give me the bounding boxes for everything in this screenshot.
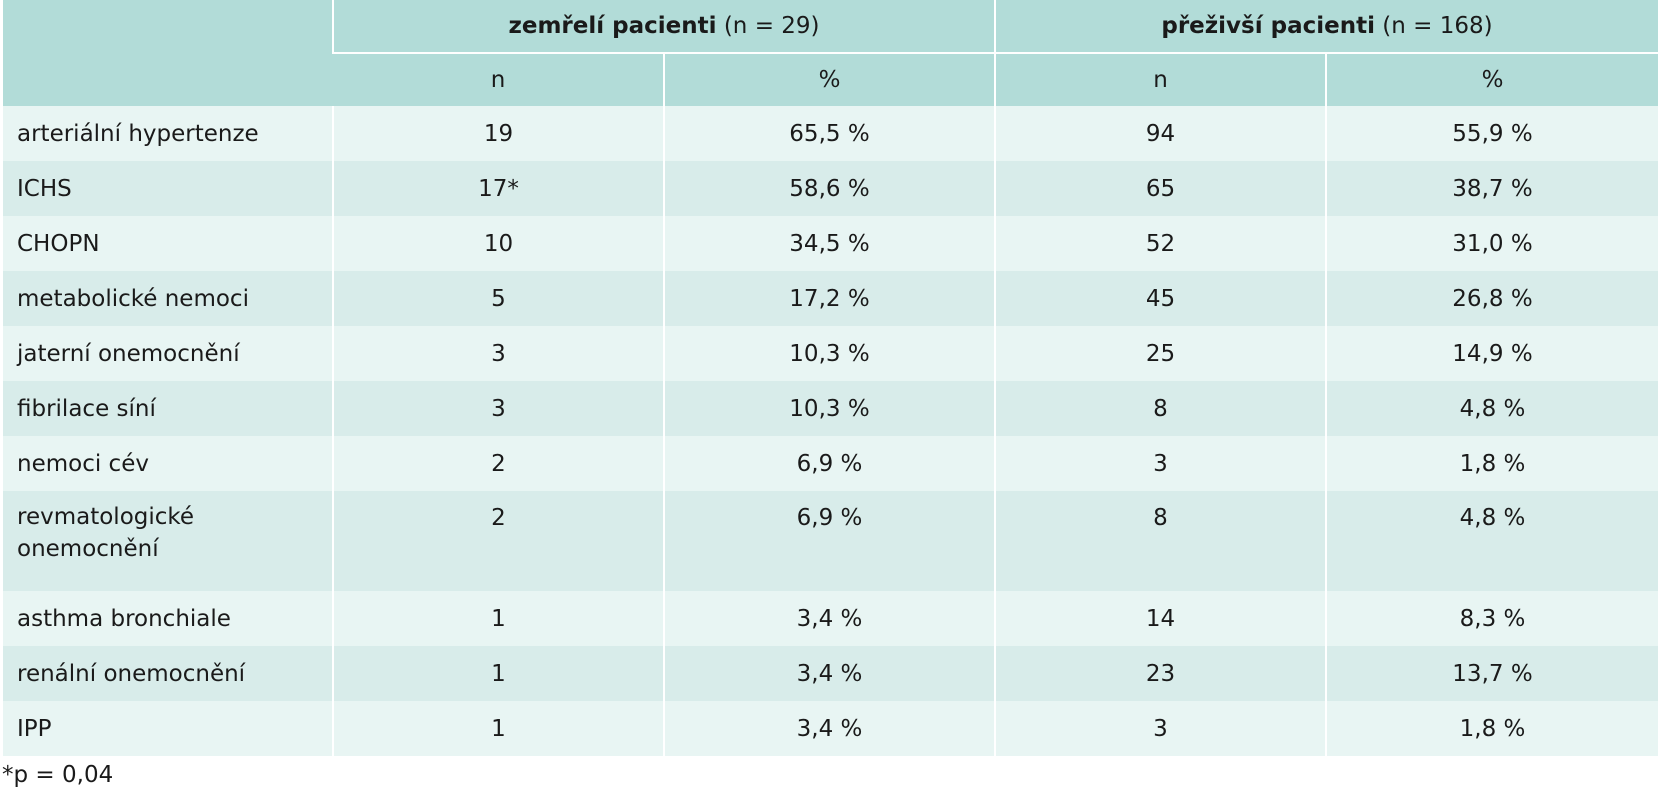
cell-value: 3,4 % (663, 646, 995, 701)
cell-value: 65,5 % (663, 106, 995, 161)
cell-value: 10 (332, 216, 664, 271)
cell-value: 34,5 % (663, 216, 995, 271)
cell-value: 5 (332, 271, 664, 326)
group-name: přeživší pacienti (1161, 13, 1375, 39)
row-label: metabolické nemoci (3, 271, 333, 326)
cell-value: 94 (994, 106, 1326, 161)
cell-value: 3 (332, 381, 664, 436)
row-label: asthma bronchiale (3, 591, 333, 646)
cell-value: 8 (994, 381, 1326, 436)
cell-value: 3,4 % (663, 701, 995, 756)
cell-value: 8,3 % (1325, 591, 1658, 646)
subheader-cell: % (663, 52, 995, 106)
cell-value: 23 (994, 646, 1326, 701)
cell-value: 3 (332, 326, 664, 381)
table-row: CHOPN 10 34,5 % 52 31,0 % (3, 216, 1658, 271)
cell-value: 45 (994, 271, 1326, 326)
subheader-cell: % (1325, 52, 1658, 106)
subheader-cell: n (994, 52, 1326, 106)
table-body: arteriální hypertenze 19 65,5 % 94 55,9 … (3, 106, 1658, 756)
cell-value: 3,4 % (663, 591, 995, 646)
cell-value: 25 (994, 326, 1326, 381)
row-label: CHOPN (3, 216, 333, 271)
cell-value: 2 (332, 491, 664, 591)
cell-value: 38,7 % (1325, 161, 1658, 216)
cell-value: 10,3 % (663, 326, 995, 381)
cell-value: 65 (994, 161, 1326, 216)
group-count: (n = 168) (1382, 13, 1493, 39)
cell-value: 52 (994, 216, 1326, 271)
cell-value: 19 (332, 106, 664, 161)
group-header-survivors: přeživší pacienti (n = 168) (994, 0, 1658, 53)
cell-value: 2 (332, 436, 664, 491)
cell-value: 14 (994, 591, 1326, 646)
table-row: fibrilace síní 3 10,3 % 8 4,8 % (3, 381, 1658, 436)
table-row: renální onemocnění 1 3,4 % 23 13,7 % (3, 646, 1658, 701)
table-row: jaterní onemocnění 3 10,3 % 25 14,9 % (3, 326, 1658, 381)
table-row: arteriální hypertenze 19 65,5 % 94 55,9 … (3, 106, 1658, 161)
row-label: revmatologické onemocnění (3, 491, 333, 591)
cell-value: 6,9 % (663, 436, 995, 491)
row-label: jaterní onemocnění (3, 326, 333, 381)
cell-value: 17* (332, 161, 664, 216)
group-count: (n = 29) (723, 13, 820, 39)
group-header-deceased: zemřelí pacienti (n = 29) (332, 0, 995, 53)
table-row: metabolické nemoci 5 17,2 % 45 26,8 % (3, 271, 1658, 326)
group-header-row: zemřelí pacienti (n = 29) přeživší pacie… (3, 0, 1658, 106)
row-label: nemoci cév (3, 436, 333, 491)
cell-value: 1 (332, 646, 664, 701)
table-row: ICHS 17* 58,6 % 65 38,7 % (3, 161, 1658, 216)
cell-value: 8 (994, 491, 1326, 591)
cell-value: 10,3 % (663, 381, 995, 436)
cell-value: 4,8 % (1325, 381, 1658, 436)
footnote: *p = 0,04 (2, 762, 114, 788)
group-name: zemřelí pacienti (508, 13, 717, 39)
row-label: ICHS (3, 161, 333, 216)
cell-value: 1,8 % (1325, 701, 1658, 756)
cell-value: 55,9 % (1325, 106, 1658, 161)
cell-value: 3 (994, 701, 1326, 756)
row-label: IPP (3, 701, 333, 756)
cell-value: 1 (332, 701, 664, 756)
table-row: asthma bronchiale 1 3,4 % 14 8,3 % (3, 591, 1658, 646)
cell-value: 31,0 % (1325, 216, 1658, 271)
subheader-row: n % n % (3, 52, 1658, 106)
row-label: fibrilace síní (3, 381, 333, 436)
empty-corner-cell (3, 0, 333, 106)
cell-value: 58,6 % (663, 161, 995, 216)
table-row: nemoci cév 2 6,9 % 3 1,8 % (3, 436, 1658, 491)
table-row: revmatologické onemocnění 2 6,9 % 8 4,8 … (3, 491, 1658, 591)
table-header: zemřelí pacienti (n = 29) přeživší pacie… (3, 0, 1658, 106)
cell-value: 6,9 % (663, 491, 995, 591)
row-label: renální onemocnění (3, 646, 333, 701)
row-label: arteriální hypertenze (3, 106, 333, 161)
comorbidity-table: zemřelí pacienti (n = 29) přeživší pacie… (3, 0, 1658, 756)
table-row: IPP 1 3,4 % 3 1,8 % (3, 701, 1658, 756)
cell-value: 1,8 % (1325, 436, 1658, 491)
cell-value: 4,8 % (1325, 491, 1658, 591)
cell-value: 3 (994, 436, 1326, 491)
subheader-cell: n (333, 52, 664, 106)
cell-value: 17,2 % (663, 271, 995, 326)
cell-value: 26,8 % (1325, 271, 1658, 326)
cell-value: 14,9 % (1325, 326, 1658, 381)
cell-value: 13,7 % (1325, 646, 1658, 701)
cell-value: 1 (332, 591, 664, 646)
